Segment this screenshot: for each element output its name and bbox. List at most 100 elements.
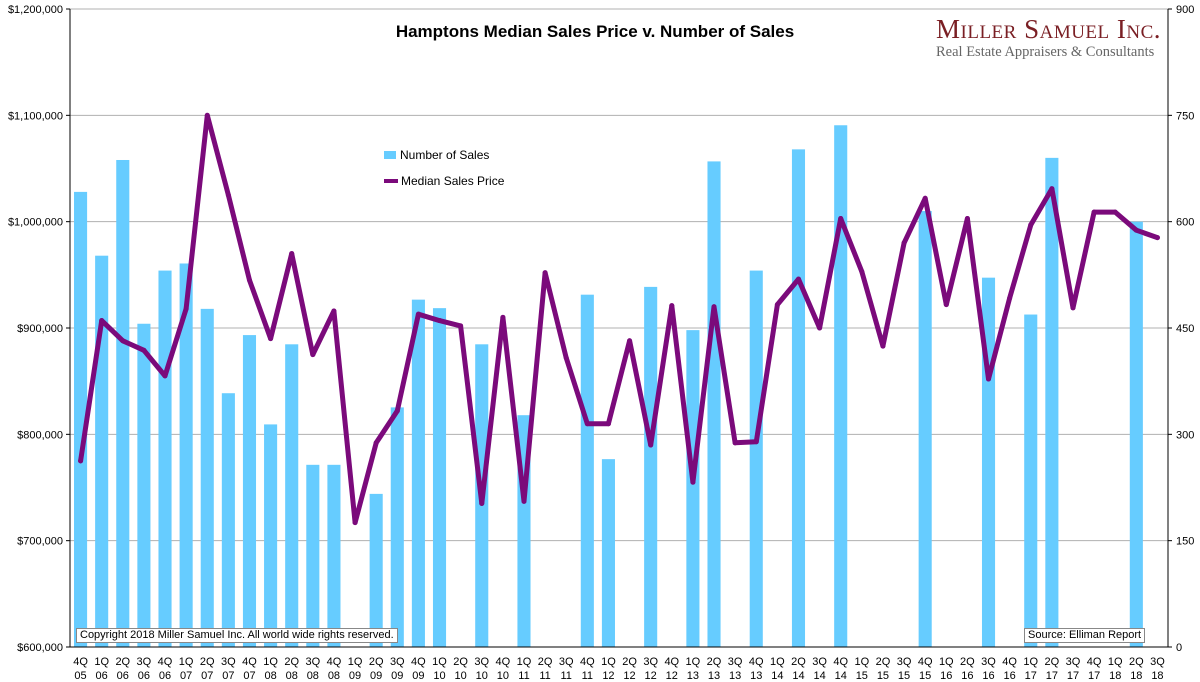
bar <box>137 323 151 647</box>
line-point <box>437 318 443 324</box>
x-tick-label-year: 06 <box>96 670 108 682</box>
copyright-note: Copyright 2018 Miller Samuel Inc. All wo… <box>76 628 398 643</box>
bar <box>306 464 320 647</box>
bar <box>1024 314 1038 647</box>
line-point <box>479 500 485 506</box>
line-point <box>943 302 949 308</box>
x-tick-label-year: 17 <box>1025 670 1037 682</box>
x-tick-label-quarter: 4Q <box>496 656 511 668</box>
x-tick-label-year: 10 <box>433 670 445 682</box>
line-point <box>521 498 527 504</box>
line-series-median-sales-price <box>78 112 1160 526</box>
legend-item-line: Median Sales Price <box>384 172 504 190</box>
x-tick-label-year: 11 <box>561 670 572 682</box>
x-tick-label-year: 15 <box>919 670 931 682</box>
x-tick-label-quarter: 1Q <box>263 656 278 668</box>
x-tick-label-year: 17 <box>1067 670 1079 682</box>
line-point <box>331 308 337 314</box>
x-tick-label-quarter: 3Q <box>137 656 152 668</box>
line-point <box>394 408 400 414</box>
bar <box>158 270 172 647</box>
left-axis-tick-label: $1,100,000 <box>8 110 63 122</box>
bar <box>242 335 257 647</box>
x-tick-label-year: 15 <box>856 670 868 682</box>
x-tick-label-quarter: 4Q <box>242 656 257 668</box>
left-axis-tick-label: $1,000,000 <box>8 217 63 229</box>
x-tick-label-year: 13 <box>687 670 699 682</box>
line-point <box>500 314 506 320</box>
x-tick-label-quarter: 4Q <box>833 656 848 668</box>
left-axis-tick-label: $700,000 <box>17 536 63 548</box>
line-point <box>605 421 611 427</box>
x-tick-label-year: 09 <box>370 670 382 682</box>
x-tick-label-quarter: 3Q <box>1066 656 1081 668</box>
x-tick-label-year: 05 <box>74 670 86 682</box>
bar <box>834 125 848 648</box>
line-point <box>774 302 780 308</box>
legend-swatch-bar <box>384 151 396 159</box>
bar <box>327 464 341 647</box>
x-tick-label-quarter: 2Q <box>707 656 722 668</box>
line-point <box>1028 222 1034 228</box>
bar <box>221 393 235 647</box>
x-tick-label-quarter: 3Q <box>390 656 405 668</box>
line-point <box>415 311 421 317</box>
x-tick-label-quarter: 4Q <box>749 656 764 668</box>
bar-series-number-of-sales <box>74 125 1143 648</box>
line-point <box>690 479 696 485</box>
line-point <box>352 520 358 526</box>
line-point <box>141 347 147 353</box>
x-tick-label-quarter: 3Q <box>305 656 320 668</box>
x-tick-label-year: 10 <box>497 670 509 682</box>
x-tick-label-year: 08 <box>264 670 276 682</box>
brand-logo: Miller Samuel Inc. Real Estate Appraiser… <box>936 14 1196 60</box>
x-tick-label-year: 11 <box>518 670 529 682</box>
median-price-line <box>78 112 1160 526</box>
right-axis-tick-label: 0 <box>1176 642 1182 654</box>
bar <box>74 191 88 648</box>
x-tick-label-year: 07 <box>180 670 192 682</box>
right-axis-tick-label: 150 <box>1176 536 1194 548</box>
x-tick-label-quarter: 3Q <box>1150 656 1165 668</box>
bar <box>390 407 404 647</box>
source-note: Source: Elliman Report <box>1024 628 1146 643</box>
axes <box>66 8 1172 648</box>
x-tick-label-quarter: 1Q <box>939 656 954 668</box>
left-axis-tick-label: $800,000 <box>17 429 63 441</box>
x-tick-label-year: 10 <box>476 670 488 682</box>
line-point <box>1007 295 1013 301</box>
x-tick-label-quarter: 3Q <box>643 656 658 668</box>
bar <box>749 270 763 647</box>
legend-label-line: Median Sales Price <box>401 174 505 188</box>
line-point <box>1049 186 1055 192</box>
x-tick-label-year: 12 <box>623 670 635 682</box>
x-tick-label-quarter: 2Q <box>200 656 215 668</box>
x-tick-label-quarter: 2Q <box>115 656 130 668</box>
right-axis-tick-label: 900 <box>1176 4 1194 16</box>
line-point <box>373 440 379 446</box>
line-point <box>922 195 928 201</box>
x-tick-label-quarter: 3Q <box>221 656 236 668</box>
bar <box>369 493 383 647</box>
x-tick-label-year: 17 <box>1046 670 1058 682</box>
bar <box>432 308 447 647</box>
bar <box>285 344 299 647</box>
x-tick-label-year: 13 <box>750 670 762 682</box>
x-tick-label-year: 07 <box>222 670 234 682</box>
line-point <box>859 269 865 275</box>
x-tick-label-quarter: 3Q <box>981 656 996 668</box>
line-point <box>795 276 801 282</box>
line-point <box>732 440 738 446</box>
bar <box>264 424 278 647</box>
bar <box>1129 221 1143 647</box>
line-point <box>901 240 907 246</box>
x-tick-label-year: 14 <box>835 670 847 682</box>
x-tick-label-quarter: 4Q <box>1002 656 1017 668</box>
x-tick-label-year: 16 <box>940 670 952 682</box>
x-tick-label-year: 07 <box>243 670 255 682</box>
x-tick-label-year: 11 <box>582 670 593 682</box>
x-tick-label-quarter: 1Q <box>432 656 447 668</box>
line-point <box>289 251 295 257</box>
right-axis-tick-label: 750 <box>1176 110 1194 122</box>
